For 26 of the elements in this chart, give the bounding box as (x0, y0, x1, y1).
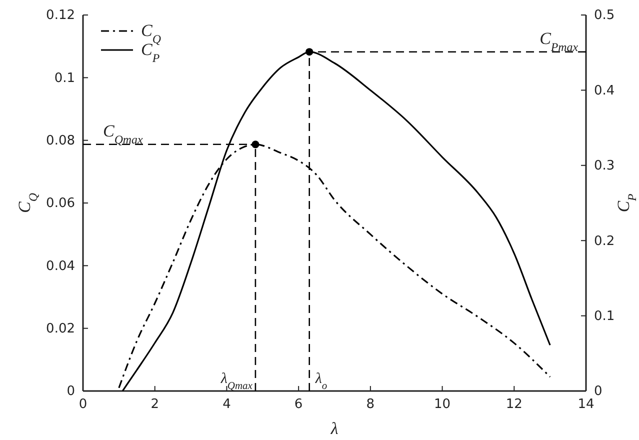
x-tick-label: 2 (150, 397, 159, 412)
ref-line-label: C$_{Pmax}$ (540, 28, 579, 54)
x-tick-label: 10 (434, 397, 451, 412)
ref-line-label: λ$_{o}$ (314, 371, 328, 392)
x-tick-label: 12 (506, 397, 522, 412)
y2-tick-label: 0 (594, 384, 602, 400)
y2-tick-label: 0.3 (594, 158, 615, 174)
y2-tick-label: 0.4 (594, 83, 615, 98)
y-tick-label: 0.04 (46, 258, 75, 274)
y-tick-label: 0.06 (46, 196, 75, 212)
y-tick-label: 0 (66, 384, 75, 400)
ref-line-label: C$_{Qmax}$ (103, 121, 144, 146)
x-tick-label: 14 (578, 397, 594, 412)
y2-tick-label: 0.2 (594, 234, 615, 249)
y-tick-label: 0.1 (54, 70, 75, 86)
y2-tick-label: 0.1 (594, 308, 615, 324)
x-axis-title: λ (330, 419, 338, 438)
x-tick-label: 6 (294, 397, 303, 412)
y2-tick-label: 0.5 (594, 8, 615, 24)
y-tick-label: 0.12 (46, 8, 75, 24)
y-tick-label: 0.02 (46, 321, 75, 336)
x-tick-label: 4 (222, 397, 231, 412)
y-tick-label: 0.08 (46, 133, 75, 148)
x-tick-label: 0 (78, 397, 88, 412)
ref-line-label: λ$_{Qmax}$ (220, 371, 253, 392)
x-tick-label: 8 (366, 397, 375, 412)
